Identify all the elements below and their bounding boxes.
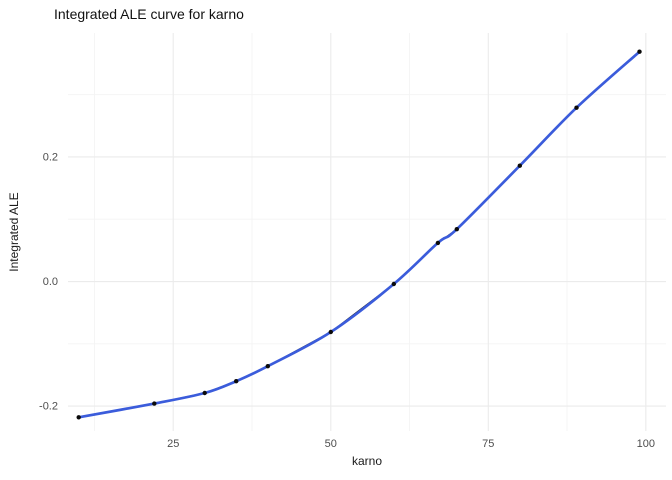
ale-point xyxy=(391,281,396,287)
ale-point xyxy=(265,364,270,369)
ale-point xyxy=(202,390,207,396)
x-axis-title: karno xyxy=(351,454,383,468)
ale-point xyxy=(517,163,522,168)
y-tick-label: 0.0 xyxy=(43,276,58,288)
x-tick-label: 75 xyxy=(482,438,494,450)
chart-title: Integrated ALE curve for karno xyxy=(54,6,244,22)
ale-point xyxy=(637,49,642,54)
x-tick-label: 50 xyxy=(325,438,337,450)
y-tick-label: 0.2 xyxy=(43,151,58,163)
ale-point xyxy=(152,401,157,406)
y-axis-title: Integrated ALE xyxy=(7,192,21,272)
ale-point xyxy=(574,105,579,110)
ale-point xyxy=(234,379,239,384)
x-tick-label: 100 xyxy=(637,438,655,450)
ale-point xyxy=(435,240,441,246)
ale-point xyxy=(328,329,333,335)
ale-point xyxy=(76,415,81,420)
y-tick-label: -0.2 xyxy=(39,401,58,413)
smooth-line xyxy=(77,50,641,419)
ale-point xyxy=(454,227,459,232)
ale-line xyxy=(78,51,640,418)
x-tick-label: 25 xyxy=(167,438,179,450)
